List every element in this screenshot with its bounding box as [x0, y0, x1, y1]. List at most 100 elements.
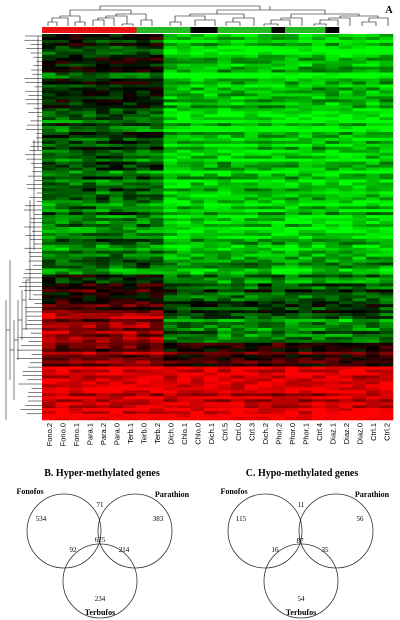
heatmap-cell [190, 378, 205, 382]
heatmap-cell [244, 188, 259, 192]
heatmap-cell [271, 149, 286, 154]
heatmap-cell [325, 176, 340, 180]
heatmap-cell [298, 158, 313, 162]
heatmap-cell [82, 170, 97, 174]
heatmap-cell [123, 176, 137, 180]
heatmap-cell [352, 301, 367, 305]
heatmap-cell [339, 238, 353, 243]
heatmap-cell [339, 123, 353, 127]
heatmap-cell [244, 158, 259, 162]
heatmap-cell [150, 232, 164, 237]
heatmap-cell [379, 247, 394, 252]
heatmap-cell [298, 235, 313, 240]
heatmap-cell [231, 250, 245, 255]
heatmap-cell [163, 167, 178, 171]
heatmap-cell [82, 390, 97, 394]
heatmap-cell [150, 209, 164, 213]
heatmap-cell [339, 93, 353, 97]
heatmap-cell [231, 417, 245, 421]
heatmap-cell [231, 232, 245, 237]
heatmap-cell [96, 111, 110, 115]
heatmap-cell [123, 146, 137, 151]
heatmap-cell [190, 155, 205, 160]
heatmap-cell [82, 247, 97, 252]
heatmap-cell [339, 396, 353, 400]
heatmap-cell [244, 131, 259, 136]
heatmap-cell [298, 357, 313, 361]
heatmap-cell [136, 102, 151, 106]
heatmap-cell [136, 268, 151, 272]
heatmap-cell [312, 143, 326, 148]
heatmap-cell [285, 146, 299, 151]
heatmap-cell [42, 366, 56, 370]
heatmap-cell [204, 224, 218, 228]
heatmap-cell [163, 143, 178, 148]
heatmap-cell [136, 229, 151, 234]
heatmap-cell [325, 218, 340, 222]
venn-hyper: B. Hyper-methylated genes Fonofos Parath… [16, 468, 190, 619]
heatmap-cell [258, 39, 272, 44]
heatmap-cell [271, 209, 286, 213]
heatmap-cell [325, 375, 340, 379]
heatmap-cell [244, 105, 259, 109]
heatmap-cell [379, 271, 394, 275]
heatmap-cell [352, 129, 367, 133]
heatmap-cell [312, 137, 326, 142]
heatmap-cell [298, 295, 313, 299]
heatmap-cell [150, 39, 164, 44]
heatmap-cell [271, 114, 286, 118]
heatmap-cell [285, 408, 299, 412]
heatmap-cell [136, 238, 151, 243]
heatmap-cell [258, 295, 272, 299]
heatmap-cell [258, 322, 272, 326]
heatmap-cell [271, 336, 286, 341]
heatmap-cell [258, 146, 272, 151]
heatmap-cell [217, 102, 232, 106]
heatmap-cell [285, 227, 299, 231]
heatmap-cell [352, 247, 367, 252]
heatmap-cell [82, 378, 97, 382]
heatmap-cell [42, 173, 56, 177]
heatmap-cell [285, 268, 299, 272]
heatmap-cell [244, 327, 259, 332]
heatmap-cell [150, 417, 164, 421]
heatmap-cell [69, 286, 83, 290]
heatmap-cell [204, 411, 218, 415]
heatmap-cell [123, 381, 137, 385]
heatmap-cell [123, 164, 137, 168]
heatmap-cell [82, 203, 97, 207]
heatmap-cell [109, 51, 124, 56]
heatmap-cell [339, 34, 353, 38]
heatmap-cell [190, 402, 205, 406]
heatmap-cell [69, 114, 83, 118]
heatmap-cell [285, 327, 299, 332]
heatmap-cell [298, 197, 313, 201]
heatmap-cell [150, 221, 164, 225]
heatmap-cell [352, 304, 367, 308]
heatmap-cell [109, 256, 124, 260]
heatmap-cell [69, 280, 83, 284]
heatmap-cell [366, 319, 380, 323]
heatmap-cell [352, 235, 367, 240]
heatmap-cell [285, 57, 299, 62]
heatmap-cell [312, 271, 326, 275]
heatmap-cell [55, 36, 70, 41]
heatmap-cell [379, 173, 394, 177]
heatmap-cell [82, 316, 97, 320]
heatmap-cell [109, 131, 124, 136]
heatmap-cell [258, 194, 272, 198]
heatmap-cell [204, 259, 218, 263]
heatmap-cell [177, 313, 191, 317]
heatmap-cell [177, 212, 191, 216]
heatmap-cell [163, 36, 178, 41]
heatmap-cell [163, 262, 178, 266]
heatmap-cell [285, 229, 299, 234]
heatmap-cell [177, 167, 191, 171]
heatmap-cell [163, 93, 178, 97]
heatmap-cell [55, 102, 70, 106]
heatmap-cell [244, 307, 259, 311]
sample-labels: Fono.2 Fono.0 Fono.1 Para.1 Para.2 Para.0 Terb… [45, 423, 392, 446]
heatmap-cell [136, 42, 151, 47]
heatmap-cell [285, 280, 299, 284]
heatmap-cell [123, 218, 137, 222]
